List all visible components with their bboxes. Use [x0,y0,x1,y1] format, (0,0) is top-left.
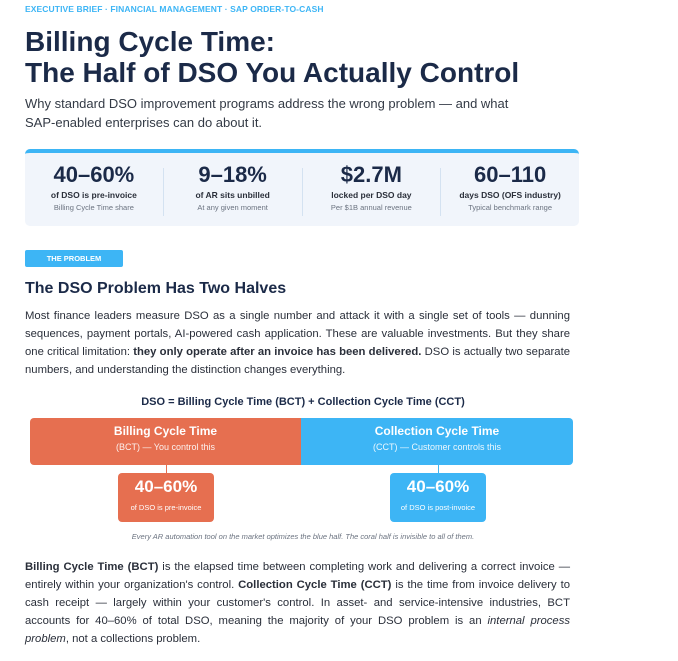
emphasis: they only operate after an invoice has b… [133,346,422,358]
stat-sub: Typical benchmark range [468,203,553,212]
bct-desc: (BCT) — You control this [115,442,216,452]
title-line-2: The Half of DSO You Actually Control [25,57,520,88]
bct-note: of DSO is pre-invoice [130,503,202,512]
stat-sub: At any given moment [197,203,268,212]
connector [438,465,439,473]
stat-label: locked per DSO day [331,190,412,200]
bct-share-box: 40–60% of DSO is pre-invoice [118,473,214,522]
text: is the elapsed time between completing w… [25,561,570,591]
cct-title: Collection Cycle Time [374,424,500,438]
stat-sub: Per $1B annual revenue [330,203,412,212]
bct-title: Billing Cycle Time [113,424,218,438]
section-badge: THE PROBLEM [25,250,123,267]
dso-equation: DSO = Billing Cycle Time (BCT) + Collect… [141,396,465,408]
text: DSO is actually two separate numbers, an… [25,346,570,376]
text: , not a collections problem. [65,633,201,645]
stat: 40–60% of DSO is pre-invoice Billing Cycle… [25,162,164,216]
definition-paragraph: Billing Cycle Time (BCT) is the elapsed … [25,558,570,648]
stat-value: 60–110 [474,162,547,187]
stat: $2.7M locked per DSO day Per $1B annual re… [303,162,442,216]
section-heading: The DSO Problem Has Two Halves [25,280,287,297]
subtitle: Why standard DSO improvement programs ad… [25,96,509,130]
cct-note: of DSO is post-invoice [400,503,476,512]
stat: 60–110 days DSO (OFS industry) Typical ben… [441,162,579,216]
stat-value: 9–18% [198,162,267,187]
italic-text: internal process problem [25,615,571,645]
stat-label: days DSO (OFS industry) [459,190,561,200]
stat: 9–18% of AR sits unbilled At any given mom… [164,162,303,216]
cct-value: 40–60% [406,477,470,496]
stats-card: 40–60% of DSO is pre-invoice Billing Cycle… [25,149,579,226]
emphasis: Billing Cycle Time (BCT) [25,561,159,573]
diagram-caption: Every AR automation tool on the market o… [131,532,475,541]
stat-sub: Billing Cycle Time share [53,203,134,212]
title-line-1: Billing Cycle Time: [25,26,275,57]
cct-desc: (CCT) — Customer controls this [372,442,502,452]
text: is the time from invoice delivery to cas… [25,579,570,627]
connector [166,465,167,473]
page-title: Billing Cycle Time: The Half of DSO You A… [25,26,519,88]
cct-box: Collection Cycle Time (CCT) — Customer co… [301,418,573,465]
kicker: EXECUTIVE BRIEF · FINANCIAL MANAGEMENT ·… [25,4,324,14]
cct-share-box: 40–60% of DSO is post-invoice [390,473,486,522]
stat-value: $2.7M [340,162,402,187]
intro-paragraph: Most finance leaders measure DSO as a si… [25,307,570,379]
stat-value: 40–60% [53,162,135,187]
text: Most finance leaders measure DSO as a si… [25,310,570,358]
bct-box: Billing Cycle Time (BCT) — You control th… [30,418,301,465]
bct-value: 40–60% [134,477,198,496]
emphasis: Collection Cycle Time (CCT) [238,579,392,591]
stat-label: of DSO is pre-invoice [50,190,137,200]
stat-label: of AR sits unbilled [195,190,270,200]
